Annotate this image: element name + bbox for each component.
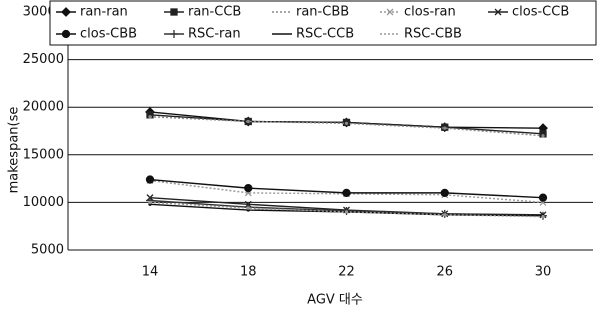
- marker: [170, 30, 178, 38]
- marker: [342, 188, 351, 198]
- y-tick-label: 10000: [23, 195, 64, 210]
- marker: [494, 8, 502, 16]
- x-tick-label: 30: [535, 265, 552, 280]
- marker: [443, 213, 447, 217]
- x-tick-label: 26: [436, 265, 453, 280]
- legend-label: RSC-CBB: [404, 27, 462, 42]
- marker: [244, 183, 253, 193]
- y-tick-label: 15000: [23, 147, 64, 162]
- legend-label: clos-ran: [404, 5, 456, 20]
- legend-label: RSC-ran: [188, 27, 241, 42]
- legend-label: ran-ran: [80, 5, 128, 20]
- series: [145, 175, 548, 202]
- marker: [443, 126, 447, 130]
- y-axis-label: makespan(se: [7, 107, 22, 194]
- legend-label: ran-CCB: [188, 5, 241, 20]
- y-tick-label: 25000: [23, 52, 64, 67]
- marker: [386, 8, 394, 16]
- marker: [440, 188, 449, 198]
- marker: [344, 121, 349, 126]
- legend-box: [49, 0, 597, 46]
- marker: [61, 29, 71, 39]
- marker: [541, 215, 545, 219]
- legend-label: ran-CBB: [296, 5, 349, 20]
- x-tick-label: 18: [240, 265, 257, 280]
- series: [148, 115, 545, 138]
- marker: [61, 7, 71, 17]
- marker: [538, 193, 548, 202]
- legend-label: clos-CCB: [512, 5, 569, 20]
- x-axis-label: AGV 대수: [307, 293, 363, 308]
- marker: [246, 206, 250, 210]
- marker: [541, 134, 545, 138]
- marker: [145, 175, 155, 184]
- y-tick-label: 5000: [31, 243, 64, 258]
- marker: [148, 200, 152, 205]
- marker: [344, 210, 349, 214]
- series: [148, 200, 545, 219]
- x-tick-label: 22: [338, 265, 355, 280]
- legend-label: clos-CBB: [80, 27, 137, 42]
- y-tick-label: 20000: [23, 100, 64, 115]
- marker: [148, 115, 152, 119]
- marker: [170, 8, 178, 16]
- marker: [246, 119, 250, 124]
- legend-label: RSC-CCB: [296, 27, 354, 42]
- x-tick-label: 14: [142, 265, 159, 280]
